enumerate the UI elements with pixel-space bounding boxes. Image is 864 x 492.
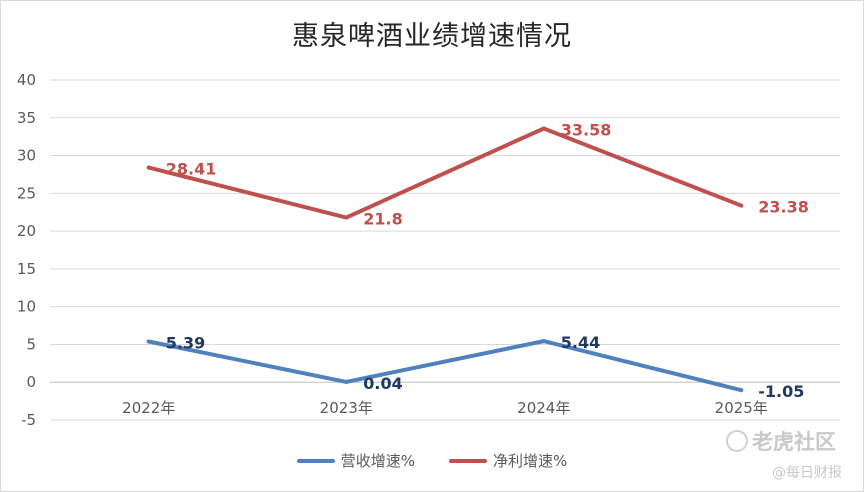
data-label: 28.41 — [166, 160, 217, 179]
data-label: 5.39 — [166, 333, 205, 352]
y-tick-label: 15 — [17, 260, 36, 278]
data-point — [739, 388, 744, 393]
data-point — [344, 215, 349, 220]
data-label: -1.05 — [758, 382, 804, 401]
watermark-brand: 老虎社区 — [726, 426, 836, 456]
y-tick-label: 20 — [17, 222, 36, 240]
y-tick-label: 35 — [17, 109, 36, 127]
data-label: 23.38 — [758, 198, 809, 217]
data-point — [344, 379, 349, 384]
series-line — [146, 339, 744, 393]
data-label: 5.44 — [561, 333, 600, 352]
x-tick-label: 2024年 — [517, 399, 570, 417]
y-tick-label: 25 — [17, 184, 36, 202]
data-point — [541, 126, 546, 131]
y-tick-label: -5 — [21, 411, 36, 429]
data-label: 0.04 — [363, 374, 402, 393]
data-point — [146, 339, 151, 344]
data-point — [541, 339, 546, 344]
x-tick-label: 2023年 — [320, 399, 373, 417]
x-tick-label: 2022年 — [122, 399, 175, 417]
data-point — [739, 203, 744, 208]
legend-label-revenue: 营收增速% — [340, 452, 415, 470]
legend-swatch-revenue — [296, 458, 335, 463]
series-line — [146, 126, 744, 220]
y-tick-label: 0 — [26, 373, 36, 391]
legend: 营收增速% 净利增速% — [0, 450, 864, 471]
chart-title: 惠泉啤酒业绩增速情况 — [292, 21, 572, 52]
legend-swatch-profit — [449, 458, 487, 463]
watermark-brand-text: 老虎社区 — [752, 430, 836, 454]
y-tick-label: 30 — [17, 147, 36, 165]
y-tick-label: 10 — [17, 298, 36, 316]
data-point — [146, 165, 151, 170]
tiger-logo-icon — [726, 430, 748, 452]
data-label: 33.58 — [561, 121, 612, 140]
legend-item-profit: 净利增速% — [449, 450, 567, 471]
legend-label-profit: 净利增速% — [493, 452, 568, 470]
y-tick-label: 5 — [26, 335, 36, 353]
y-tick-label: 40 — [17, 71, 36, 89]
x-tick-label: 2025年 — [715, 399, 768, 417]
data-label: 21.8 — [363, 210, 402, 229]
watermark-source: @每日财报 — [772, 465, 842, 481]
legend-item-revenue: 营收增速% — [296, 450, 415, 471]
